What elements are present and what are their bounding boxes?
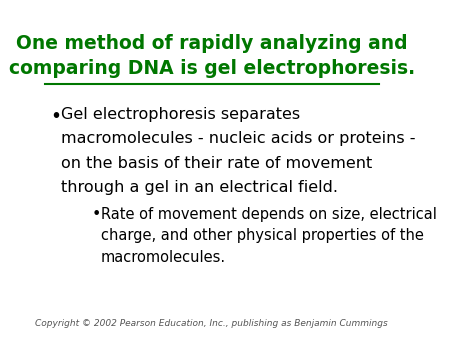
Text: Gel electrophoresis separates: Gel electrophoresis separates (61, 107, 300, 122)
Text: through a gel in an electrical field.: through a gel in an electrical field. (61, 180, 338, 195)
Text: One method of rapidly analyzing and: One method of rapidly analyzing and (16, 34, 408, 53)
Text: charge, and other physical properties of the: charge, and other physical properties of… (101, 228, 424, 243)
Text: macromolecules.: macromolecules. (101, 250, 226, 265)
Text: •: • (92, 207, 101, 221)
Text: Copyright © 2002 Pearson Education, Inc., publishing as Benjamin Cummings: Copyright © 2002 Pearson Education, Inc.… (36, 319, 388, 328)
Text: macromolecules - nucleic acids or proteins -: macromolecules - nucleic acids or protei… (61, 131, 415, 146)
Text: on the basis of their rate of movement: on the basis of their rate of movement (61, 156, 372, 171)
Text: •: • (50, 107, 61, 126)
Text: comparing DNA is gel electrophoresis.: comparing DNA is gel electrophoresis. (9, 59, 415, 78)
Text: Rate of movement depends on size, electrical: Rate of movement depends on size, electr… (101, 207, 437, 221)
